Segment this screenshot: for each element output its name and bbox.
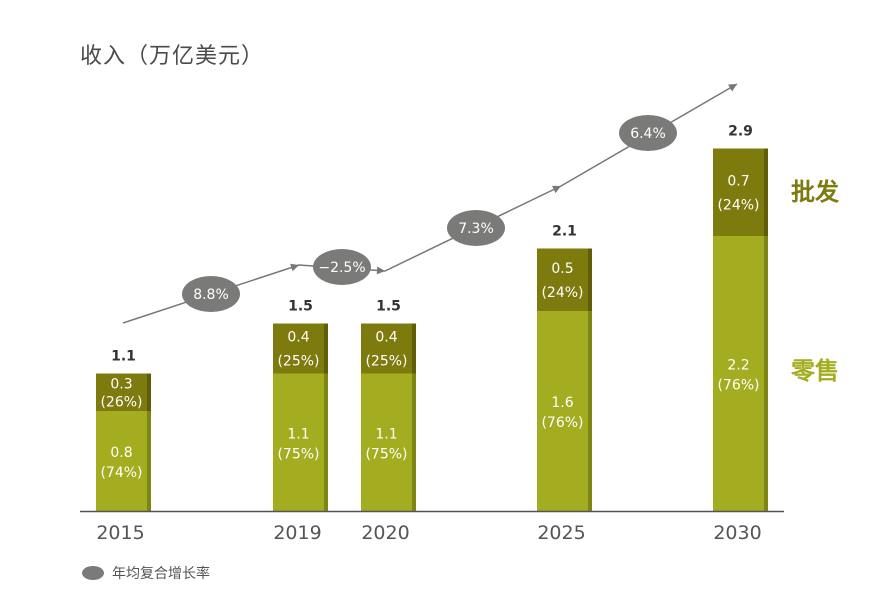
wholesale-share-label: (25%) bbox=[277, 354, 319, 370]
growth-arrow-head bbox=[728, 84, 737, 92]
bar-retail-2030 bbox=[713, 236, 768, 511]
series-label-retail: 零售 bbox=[790, 357, 839, 385]
retail-share-label: (76%) bbox=[541, 415, 583, 431]
x-tick-label: 2015 bbox=[96, 522, 144, 544]
total-label: 2.9 bbox=[728, 124, 753, 140]
cagr-label: −2.5% bbox=[318, 260, 365, 276]
bar-retail-2020 bbox=[361, 373, 416, 511]
bar-wholesale-2020 bbox=[361, 323, 416, 374]
total-label: 1.1 bbox=[111, 349, 136, 365]
retail-value-label: 0.8 bbox=[110, 445, 132, 461]
total-label: 2.1 bbox=[552, 224, 577, 240]
retail-value-label: 1.6 bbox=[551, 395, 573, 411]
bar-retail-2025 bbox=[537, 311, 592, 511]
cagr-bubble bbox=[182, 276, 240, 312]
series-label-wholesale: 批发 bbox=[791, 178, 839, 206]
bar-wholesale-2030 bbox=[713, 148, 768, 236]
x-tick-label: 2025 bbox=[537, 522, 585, 544]
cagr-label: 6.4% bbox=[630, 126, 666, 142]
bar-wholesale-2025 bbox=[537, 248, 592, 311]
cagr-bubble bbox=[447, 210, 505, 246]
chart-title: 收入（万亿美元） bbox=[80, 44, 265, 69]
bar-retail-2019 bbox=[273, 373, 328, 511]
retail-share-label: (76%) bbox=[717, 378, 759, 394]
retail-share-label: (75%) bbox=[277, 446, 319, 462]
bar-wholesale-2015 bbox=[96, 373, 151, 411]
retail-share-label: (75%) bbox=[365, 446, 407, 462]
x-tick-label: 2019 bbox=[273, 522, 321, 544]
bar-retail-edge-2020 bbox=[412, 373, 416, 511]
wholesale-value-label: 0.7 bbox=[727, 173, 749, 189]
cagr-label: 7.3% bbox=[458, 221, 494, 237]
bar-retail-edge-2025 bbox=[588, 311, 592, 511]
x-tick-label: 2020 bbox=[361, 522, 409, 544]
retail-value-label: 1.1 bbox=[287, 426, 309, 442]
bar-retail-edge-2030 bbox=[764, 236, 768, 511]
legend: 年均复合增长率 bbox=[82, 563, 210, 583]
cagr-label: 8.8% bbox=[193, 287, 229, 303]
growth-arrow-head bbox=[290, 263, 299, 272]
retail-value-label: 2.2 bbox=[727, 358, 749, 374]
legend-cagr-label: 年均复合增长率 bbox=[112, 566, 210, 582]
legend-cagr-marker bbox=[82, 566, 104, 580]
growth-arrow-head bbox=[552, 185, 561, 194]
bar-retail-edge-2015 bbox=[147, 411, 151, 511]
total-label: 1.5 bbox=[376, 299, 401, 315]
retail-share-label: (74%) bbox=[100, 465, 142, 481]
wholesale-share-label: (24%) bbox=[541, 285, 583, 301]
total-label: 1.5 bbox=[288, 299, 313, 315]
wholesale-value-label: 0.5 bbox=[551, 261, 573, 277]
bar-wholesale-edge-2025 bbox=[588, 248, 592, 311]
cagr-bubble bbox=[313, 249, 371, 285]
bar-wholesale-edge-2020 bbox=[412, 323, 416, 374]
retail-value-label: 1.1 bbox=[375, 426, 397, 442]
bar-wholesale-2019 bbox=[273, 323, 328, 374]
bar-retail-2015 bbox=[96, 411, 151, 511]
wholesale-share-label: (25%) bbox=[365, 354, 407, 370]
bar-wholesale-edge-2030 bbox=[764, 148, 768, 236]
wholesale-value-label: 0.4 bbox=[287, 330, 309, 346]
bar-retail-edge-2019 bbox=[324, 373, 328, 511]
bar-wholesale-edge-2015 bbox=[147, 373, 151, 411]
growth-arrow-head bbox=[376, 266, 385, 275]
wholesale-share-label: (26%) bbox=[100, 394, 142, 410]
x-tick-label: 2030 bbox=[713, 522, 761, 544]
wholesale-value-label: 0.4 bbox=[375, 330, 397, 346]
cagr-bubble bbox=[619, 115, 677, 151]
wholesale-share-label: (24%) bbox=[717, 197, 759, 213]
bar-wholesale-edge-2019 bbox=[324, 323, 328, 374]
wholesale-value-label: 0.3 bbox=[110, 376, 132, 392]
